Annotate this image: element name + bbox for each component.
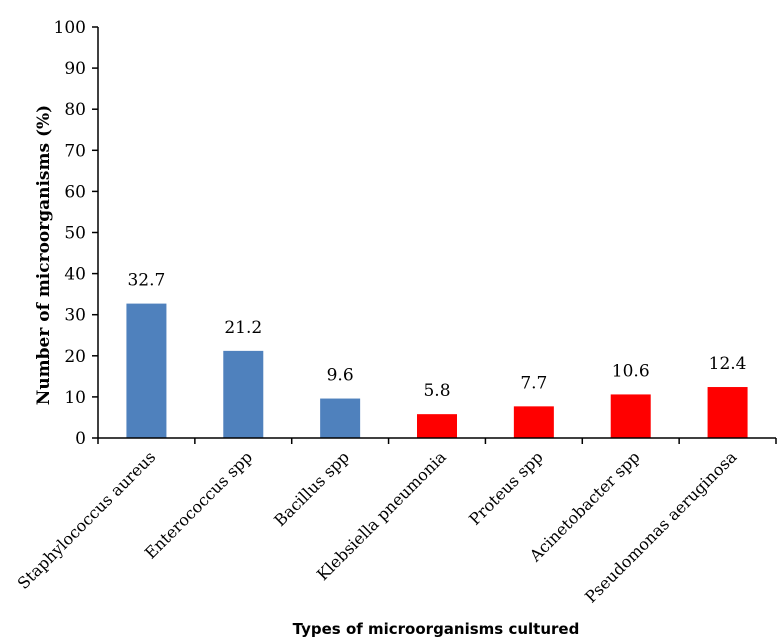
data-label: 5.8 [423,381,450,401]
bar [320,398,361,438]
x-tick-label: Staphylococcus aureus [14,447,160,593]
y-tick-label: 10 [64,388,86,408]
bar [417,414,457,438]
bars [126,303,748,438]
y-tick-label: 70 [64,141,86,161]
data-label: 21.2 [224,318,262,338]
data-label: 9.6 [327,366,354,386]
bar [126,303,167,438]
data-label: 32.7 [127,271,165,291]
x-axis-title: Types of microorganisms cultured [293,620,580,638]
y-tick-label: 20 [64,347,86,367]
y-tick-label: 90 [64,59,86,79]
y-axis-title: Number of microorganisms (%) [34,105,54,405]
y-tick-label: 40 [64,265,86,285]
y-tick-label: 50 [64,224,86,244]
data-label: 7.7 [520,373,547,393]
x-tick-label: Bacillus spp [270,447,353,530]
y-axis: 0 10 20 30 40 50 60 70 80 90 100 [54,18,99,449]
x-tick-label: Enterococcus spp [141,447,256,562]
data-label: 10.6 [612,361,650,381]
bar [513,406,554,438]
data-labels: 32.7 21.2 9.6 5.8 7.7 10.6 12.4 [127,271,746,402]
y-tick-label: 60 [64,182,86,202]
y-tick-label: 30 [64,306,86,326]
x-tick-label: Proteus spp [465,447,546,528]
y-tick-label: 0 [75,429,86,449]
bar [610,394,651,438]
bar [223,350,264,438]
bar [707,387,748,438]
data-label: 12.4 [709,354,747,374]
y-tick-label: 80 [64,100,86,120]
y-tick-label: 100 [54,18,86,38]
